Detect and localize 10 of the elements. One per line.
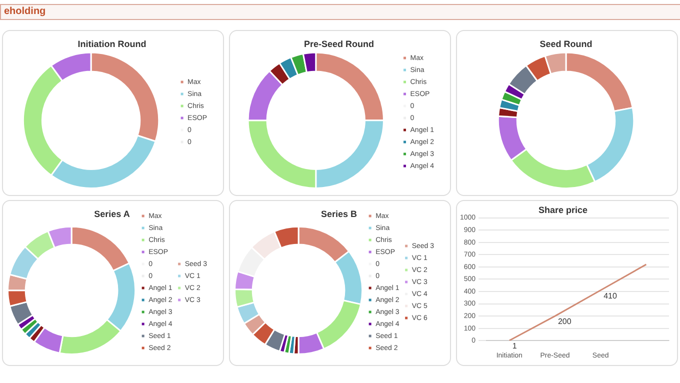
chart-title: Share price [538, 204, 588, 215]
chart-title: Initiation Round [78, 38, 146, 49]
text: eholding [4, 6, 46, 17]
data-label: 410 [604, 291, 618, 300]
chart-title: Seed Round [540, 38, 592, 49]
data-label: 1 [512, 342, 518, 351]
text: Series B [320, 208, 358, 219]
text: Series A [94, 208, 130, 219]
chart-title: Pre-Seed Round [304, 38, 374, 49]
data-label: 200 [558, 317, 572, 326]
